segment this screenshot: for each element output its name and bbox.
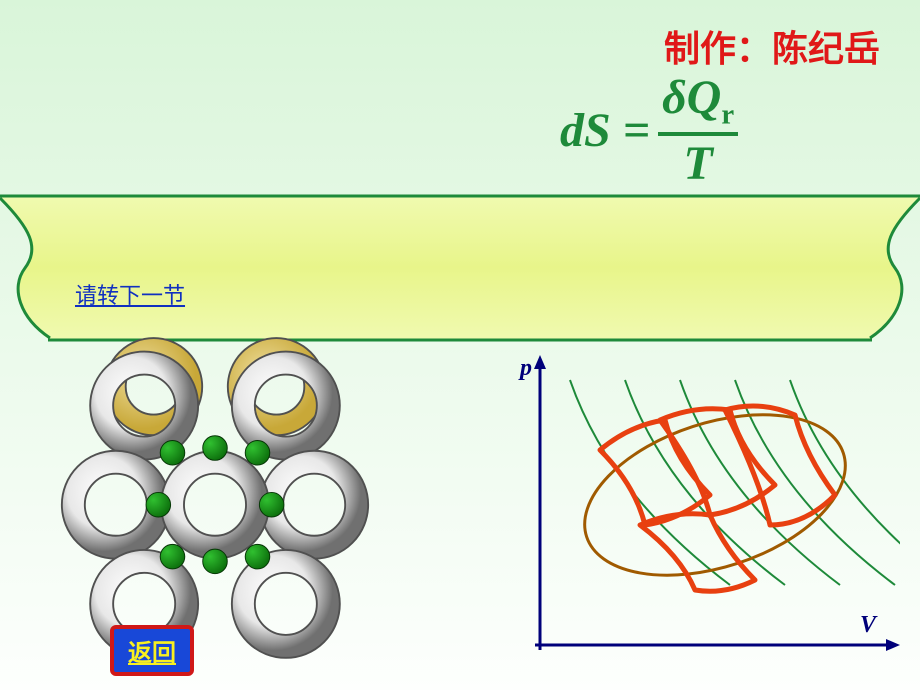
slide: 制作：陈纪岳 dS = δQr T 请转下一节 bbox=[0, 0, 920, 690]
next-section-link[interactable]: 请转下一节 bbox=[75, 278, 185, 310]
pv-diagram bbox=[500, 355, 900, 675]
author-text: 制作：陈纪岳 bbox=[664, 20, 880, 72]
return-button[interactable]: 返回 bbox=[110, 625, 194, 676]
formula-delta: δ bbox=[662, 71, 687, 124]
formula-fraction: δQr T bbox=[658, 70, 738, 191]
formula-T: T bbox=[679, 136, 716, 191]
formula-sub-r: r bbox=[721, 99, 734, 131]
formula-Q: Q bbox=[687, 71, 722, 124]
formula-eq: = bbox=[611, 104, 650, 157]
formula-d: d bbox=[560, 104, 584, 157]
molecule-diagram bbox=[35, 330, 395, 670]
banner-shape bbox=[0, 190, 920, 345]
entropy-formula: dS = δQr T bbox=[560, 70, 738, 191]
formula-S: S bbox=[584, 104, 611, 157]
